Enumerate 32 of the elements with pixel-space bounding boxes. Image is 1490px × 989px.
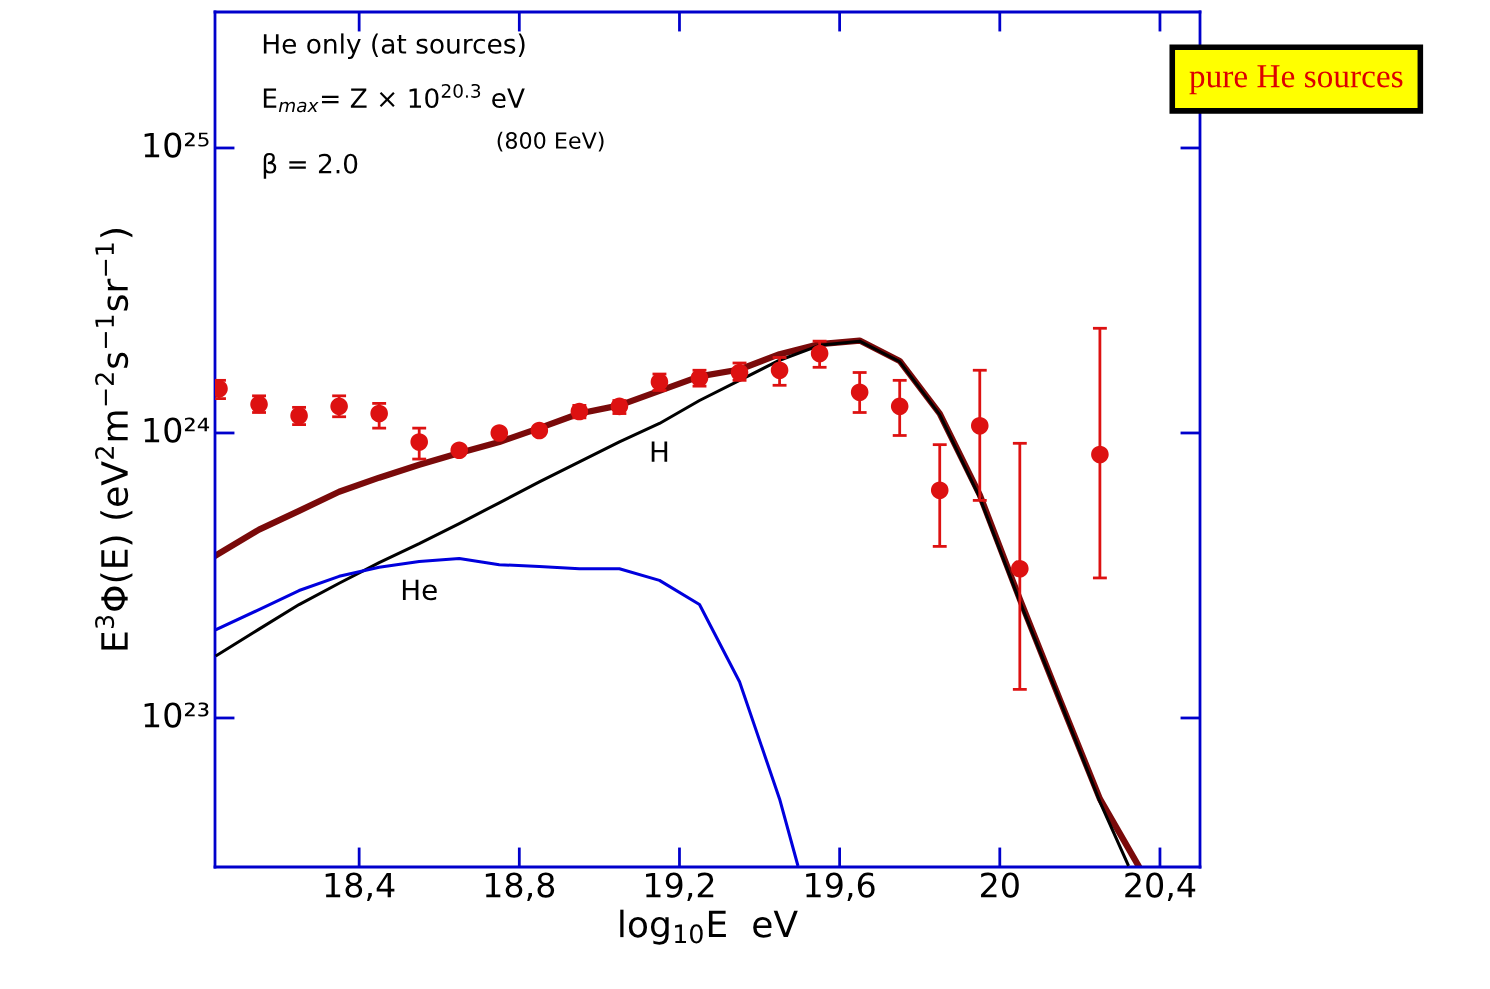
point [490, 424, 509, 442]
y-tick-label: 10²⁵ [144, 132, 209, 158]
annotation: (800 EeV) [497, 131, 604, 152]
point [850, 383, 869, 401]
text: E$^{3}$Φ(E) (eV$^{2}$m$^{−2}$s$^{−1}$sr$^{−1}$) [95, 229, 133, 650]
point [930, 481, 949, 499]
x-tick-label: 20,4 [1125, 872, 1196, 902]
point [1011, 559, 1029, 578]
series-label: He [402, 579, 437, 601]
x-tick-label: 19,2 [646, 872, 714, 902]
point [770, 361, 789, 380]
point [530, 421, 549, 440]
point [810, 344, 829, 363]
annotation: pure He sources [1189, 65, 1403, 95]
annotation: He only (at sources) [263, 33, 525, 59]
annotation: β = 2.0 [263, 153, 358, 179]
point [370, 404, 388, 423]
x-axis-title: log$_{10}$E eV [620, 909, 798, 945]
point [450, 441, 469, 459]
point [890, 397, 909, 416]
point [410, 433, 428, 451]
point [970, 416, 989, 435]
line-series [215, 556, 800, 867]
point [1091, 445, 1109, 464]
x-tick-label: 20 [981, 872, 1019, 898]
y-tick-label: 10²⁴ [144, 417, 210, 443]
annotation: E$_{max}$= Z × 10$^{20.3}$ eV [263, 83, 525, 113]
x-tick-label: 18,4 [325, 872, 395, 902]
series-label: H [651, 441, 668, 462]
x-tick-label: 18,8 [485, 872, 555, 902]
x-tick-label: 19,6 [806, 872, 875, 902]
y-tick-label: 10²³ [144, 702, 209, 728]
